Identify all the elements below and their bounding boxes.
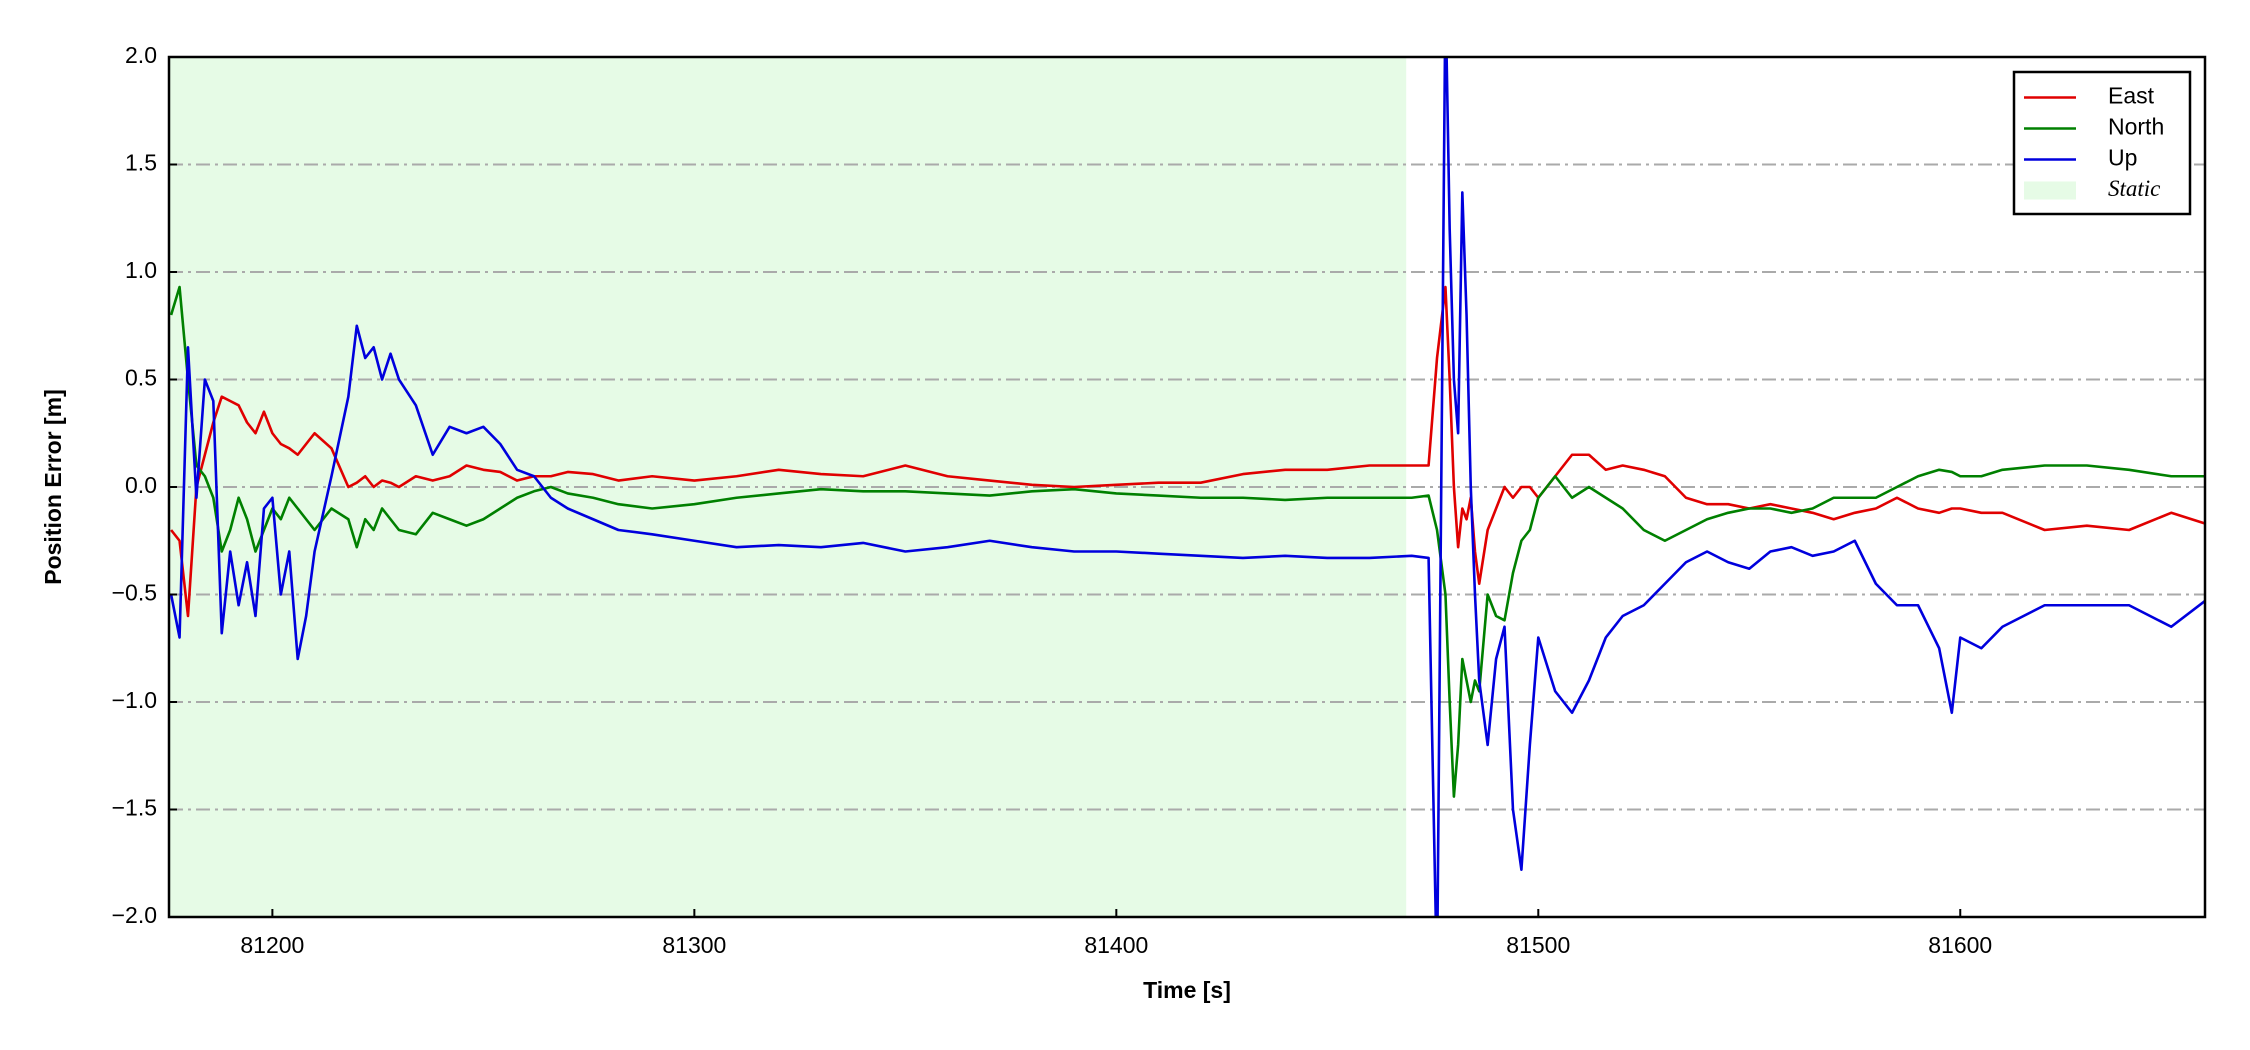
x-axis-label: Time [s] bbox=[1143, 977, 1231, 1003]
x-tick-label: 81400 bbox=[1084, 932, 1148, 958]
series-line bbox=[169, 57, 2205, 917]
y-axis-label: Position Error [m] bbox=[40, 389, 66, 585]
legend-label: North bbox=[2108, 114, 2164, 140]
y-tick-label: −0.5 bbox=[112, 580, 157, 606]
x-tick-label: 81200 bbox=[240, 932, 304, 958]
legend-label: East bbox=[2108, 83, 2155, 109]
legend-swatch bbox=[2024, 181, 2076, 200]
y-tick-label: 0.5 bbox=[125, 365, 157, 391]
y-tick-label: 1.5 bbox=[125, 150, 157, 176]
ticks: −2.0 −1.5 −1.0 −0.5 0.0 0.5 1.0 1.5 2.0 81200 8130… bbox=[112, 42, 1993, 958]
series-line bbox=[169, 285, 2205, 798]
plot-lines bbox=[169, 57, 2205, 917]
y-tick-label: 0.0 bbox=[125, 472, 157, 498]
legend-label: Up bbox=[2108, 145, 2137, 171]
y-tick-label: −1.5 bbox=[112, 795, 157, 821]
x-tick-label: 81300 bbox=[662, 932, 726, 958]
legend-label: Static bbox=[2108, 176, 2160, 201]
x-tick-label: 81600 bbox=[1928, 932, 1992, 958]
plot-background bbox=[169, 57, 1407, 917]
y-tick-label: 1.0 bbox=[125, 257, 157, 283]
y-tick-label: −2.0 bbox=[112, 902, 157, 928]
x-tick-label: 81500 bbox=[1506, 932, 1570, 958]
series-line bbox=[170, 285, 2205, 618]
y-tick-label: −1.0 bbox=[112, 687, 157, 713]
legend: East North Up Static bbox=[2012, 70, 2192, 216]
shaded-region bbox=[169, 57, 1407, 917]
y-tick-label: 2.0 bbox=[125, 42, 157, 68]
